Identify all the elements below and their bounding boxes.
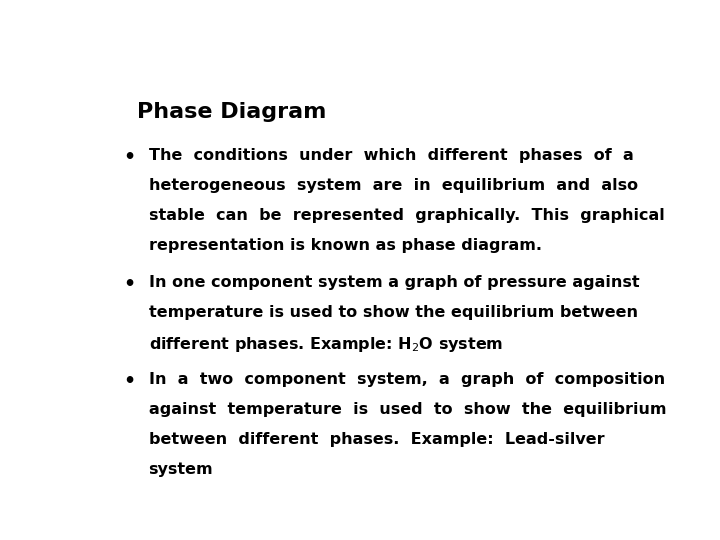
Text: representation is known as phase diagram.: representation is known as phase diagram… [148,238,541,253]
Text: heterogeneous  system  are  in  equilibrium  and  also: heterogeneous system are in equilibrium … [148,178,638,193]
Text: Phase Diagram: Phase Diagram [138,102,327,122]
Text: system: system [148,462,213,477]
Text: The  conditions  under  which  different  phases  of  a: The conditions under which different pha… [148,148,634,163]
Text: •: • [124,148,135,167]
Text: stable  can  be  represented  graphically.  This  graphical: stable can be represented graphically. T… [148,208,665,223]
Text: different phases. Example: H$_2$O system: different phases. Example: H$_2$O system [148,335,503,354]
Text: In  a  two  component  system,  a  graph  of  composition: In a two component system, a graph of co… [148,373,665,388]
Text: temperature is used to show the equilibrium between: temperature is used to show the equilibr… [148,305,638,320]
Text: against  temperature  is  used  to  show  the  equilibrium: against temperature is used to show the … [148,402,666,417]
Text: between  different  phases.  Example:  Lead-silver: between different phases. Example: Lead-… [148,433,604,447]
Text: •: • [124,275,135,294]
Text: •: • [124,373,135,392]
Text: In one component system a graph of pressure against: In one component system a graph of press… [148,275,639,290]
